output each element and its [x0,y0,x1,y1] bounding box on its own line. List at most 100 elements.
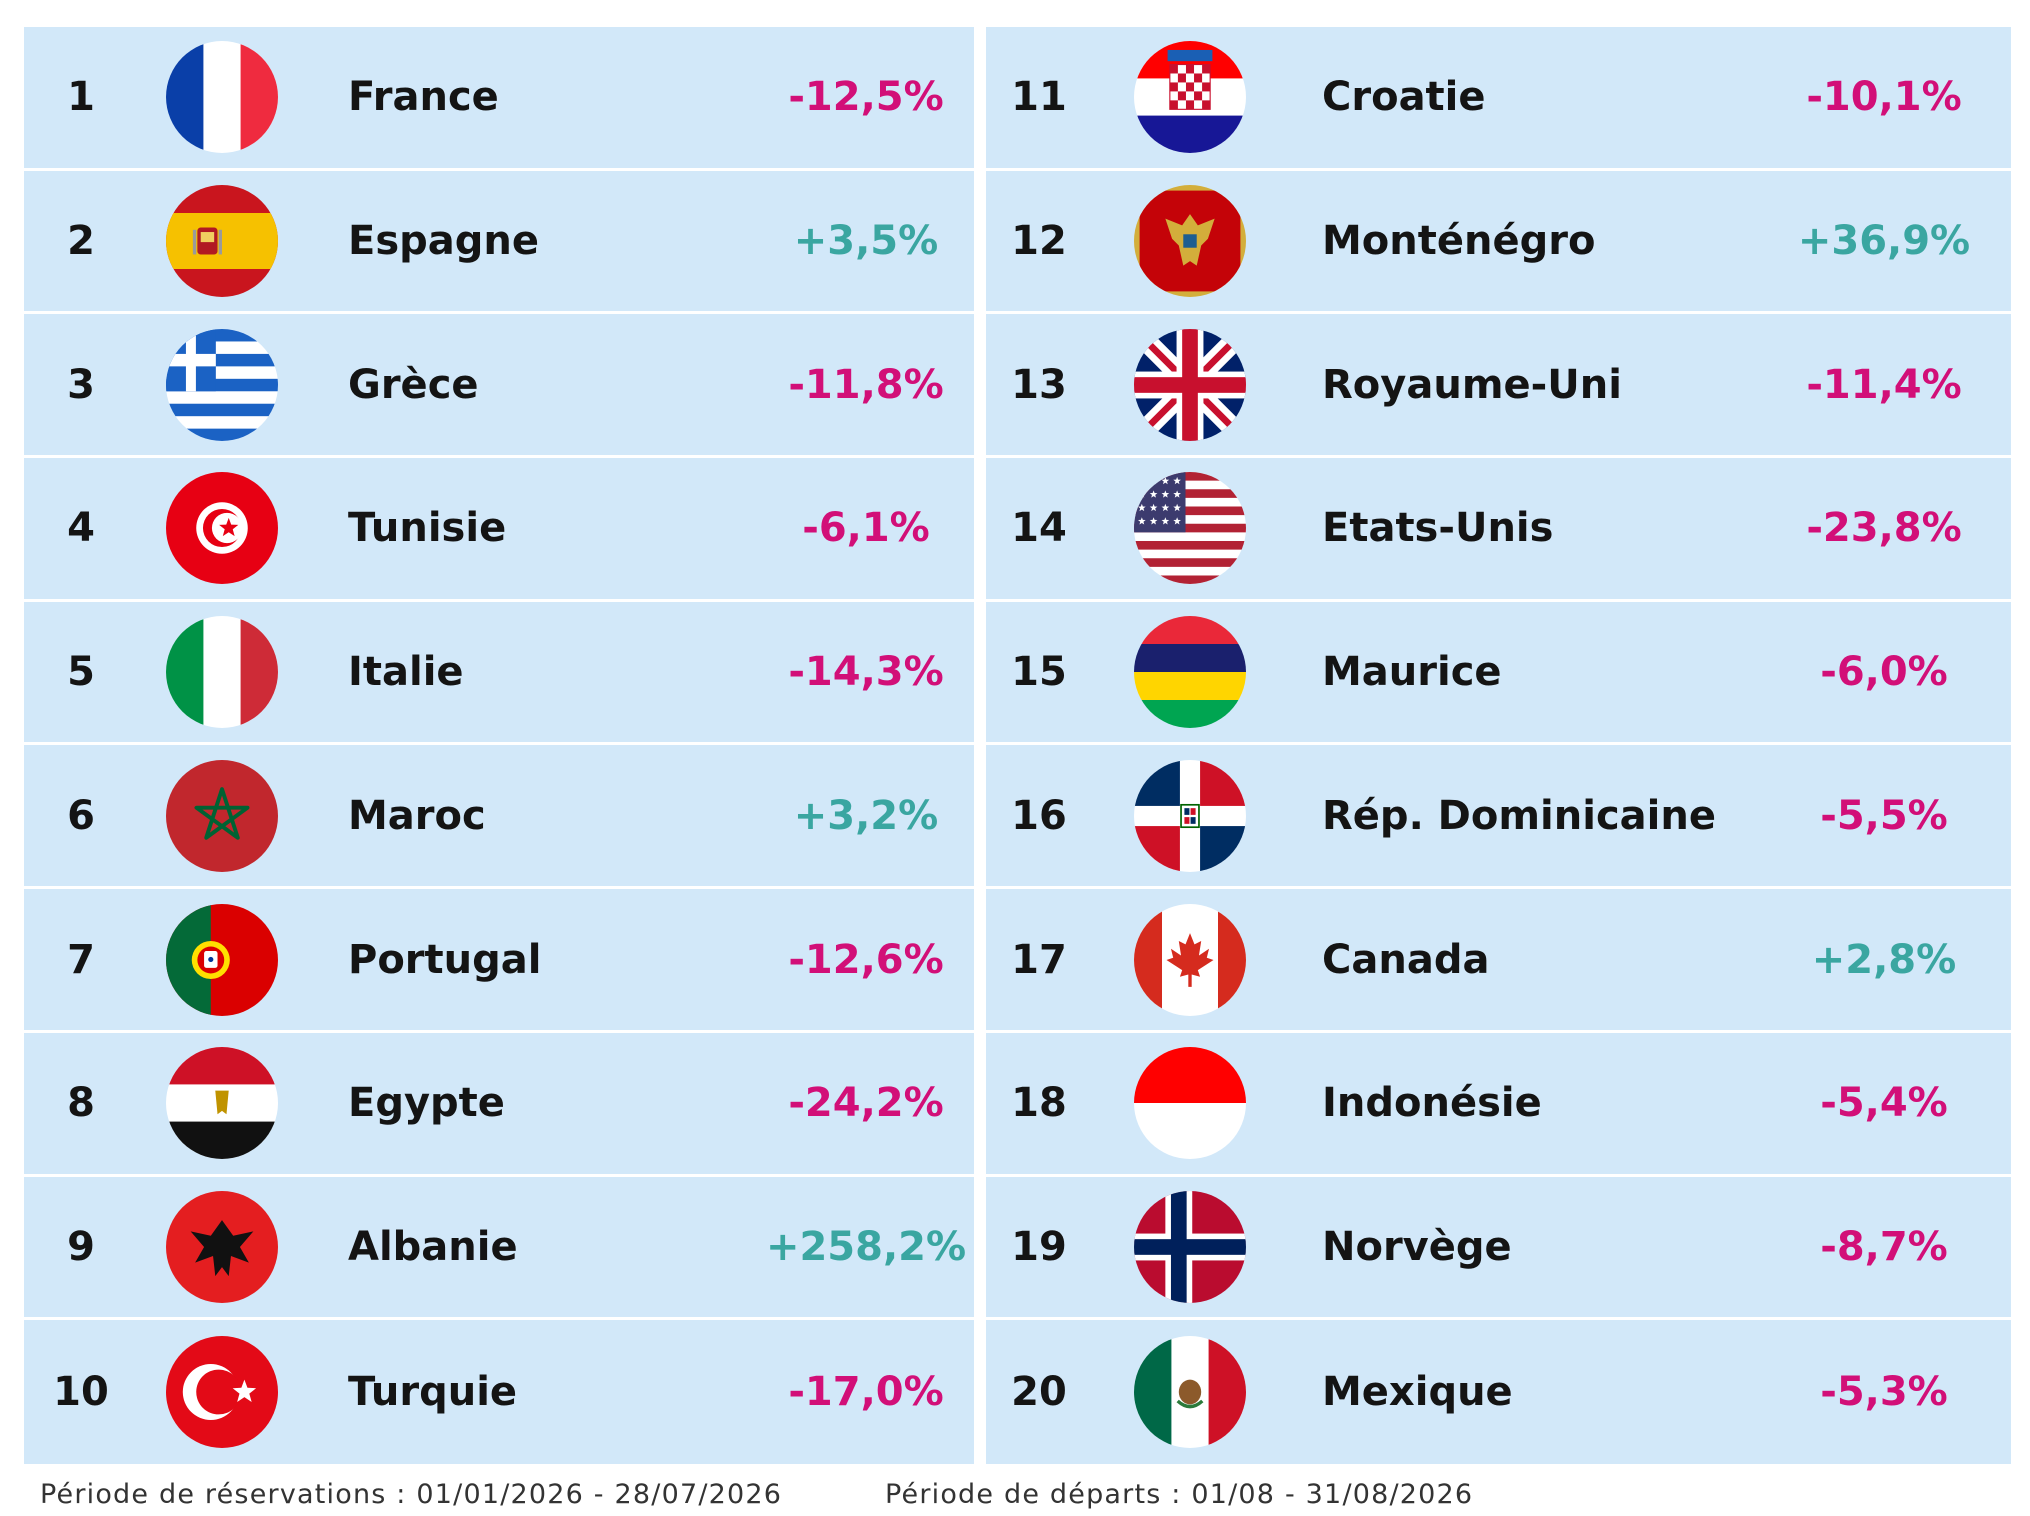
table-row: 19 Norvège -8,7% [986,1177,2011,1321]
rank-number: 13 [1011,361,1067,408]
change-percentage: -11,4% [1806,361,1962,408]
country-name: Croatie [1322,74,1486,121]
rank-number: 18 [1011,1080,1067,1127]
norway-flag-icon [1134,1190,1246,1303]
country-name: Etats-Unis [1322,505,1554,552]
albania-flag-icon [166,1190,278,1303]
country-name: Mexique [1322,1369,1513,1416]
change-percentage: -5,5% [1820,792,1948,839]
rank-number: 11 [1011,74,1067,121]
table-row: 1 France -12,5% [24,27,974,171]
rank-number: 10 [53,1369,109,1416]
table-row: 16 Rép. Dominicaine -5,5% [986,746,2011,890]
table-row: 4 Tunisie -6,1% [24,458,974,602]
rank-number: 3 [67,361,95,408]
table-row: 7 Portugal -12,6% [24,889,974,1033]
ranking-table-right: 11 Croatie -10,1% 12 Monténégro +36,9% 13 Royau… [986,27,2011,1464]
table-row: 14 Etats-Unis -23,8% [986,458,2011,602]
rank-number: 4 [67,505,95,552]
croatia-flag-icon [1134,41,1246,154]
greece-flag-icon [166,328,278,441]
table-row: 3 Grèce -11,8% [24,314,974,459]
country-name: Egypte [348,1080,505,1127]
uk-flag-icon [1134,328,1246,441]
table-row: 20 Mexique -5,3% [986,1320,2011,1464]
change-percentage: -8,7% [1820,1223,1948,1270]
change-percentage: -17,0% [788,1369,944,1416]
country-name: Indonésie [1322,1080,1542,1127]
rank-number: 12 [1011,218,1067,265]
change-percentage: +36,9% [1797,218,1971,265]
rank-number: 9 [67,1223,95,1270]
ranking-table-left: 1 France -12,5% 2 Espagne +3,5% 3 Grèce -11,8% 4 T… [24,27,974,1464]
rank-number: 2 [67,218,95,265]
table-row: 5 Italie -14,3% [24,602,974,746]
country-name: Norvège [1322,1223,1512,1270]
turkey-flag-icon [166,1336,278,1449]
country-name: Monténégro [1322,218,1596,265]
egypt-flag-icon [166,1047,278,1160]
rank-number: 8 [67,1080,95,1127]
rank-number: 15 [1011,649,1067,696]
table-row: 9 Albanie +258,2% [24,1177,974,1321]
rank-number: 14 [1011,505,1067,552]
change-percentage: -14,3% [788,649,944,696]
change-percentage: -23,8% [1806,505,1962,552]
change-percentage: -10,1% [1806,74,1962,121]
change-percentage: +258,2% [765,1223,967,1270]
morocco-flag-icon [166,759,278,872]
indonesia-flag-icon [1134,1047,1246,1160]
mexico-flag-icon [1134,1336,1246,1449]
rank-number: 20 [1011,1369,1067,1416]
change-percentage: +2,8% [1811,936,1957,983]
table-row: 10 Turquie -17,0% [24,1320,974,1464]
change-percentage: -11,8% [788,361,944,408]
dominican-republic-flag-icon [1134,759,1246,872]
departure-period-note: Période de départs : 01/08 - 31/08/2026 [885,1479,1474,1510]
change-percentage: -6,0% [1820,649,1948,696]
portugal-flag-icon [166,903,278,1016]
table-row: 2 Espagne +3,5% [24,171,974,315]
rank-number: 17 [1011,936,1067,983]
rank-number: 16 [1011,792,1067,839]
table-row: 12 Monténégro +36,9% [986,171,2011,315]
country-name: Royaume-Uni [1322,361,1622,408]
change-percentage: -5,3% [1820,1369,1948,1416]
change-percentage: -5,4% [1820,1080,1948,1127]
rank-number: 7 [67,936,95,983]
country-name: France [348,74,499,121]
booking-period-note: Période de réservations : 01/01/2026 - 2… [40,1479,783,1510]
change-percentage: +3,2% [793,792,939,839]
country-name: Canada [1322,936,1490,983]
country-name: Grèce [348,361,479,408]
rank-number: 19 [1011,1223,1067,1270]
country-name: Albanie [348,1223,518,1270]
rank-number: 6 [67,792,95,839]
table-row: 18 Indonésie -5,4% [986,1033,2011,1177]
country-name: Rép. Dominicaine [1322,792,1716,839]
canada-flag-icon [1134,903,1246,1016]
change-percentage: -12,6% [788,936,944,983]
country-name: Turquie [348,1369,518,1416]
country-name: Maurice [1322,649,1502,696]
mauritius-flag-icon [1134,616,1246,729]
italy-flag-icon [166,616,278,729]
rank-number: 1 [67,74,95,121]
country-name: Italie [348,649,464,696]
montenegro-flag-icon [1134,185,1246,298]
table-row: 13 Royaume-Uni -11,4% [986,314,2011,459]
france-flag-icon [166,41,278,154]
table-row: 6 Maroc +3,2% [24,746,974,890]
change-percentage: +3,5% [793,218,939,265]
change-percentage: -12,5% [788,74,944,121]
table-row: 8 Egypte -24,2% [24,1033,974,1177]
country-name: Tunisie [348,505,507,552]
spain-flag-icon [166,185,278,298]
change-percentage: -6,1% [802,505,930,552]
rank-number: 5 [67,649,95,696]
change-percentage: -24,2% [788,1080,944,1127]
usa-flag-icon [1134,472,1246,585]
country-name: Espagne [348,218,539,265]
country-name: Maroc [348,792,486,839]
tunisia-flag-icon [166,472,278,585]
